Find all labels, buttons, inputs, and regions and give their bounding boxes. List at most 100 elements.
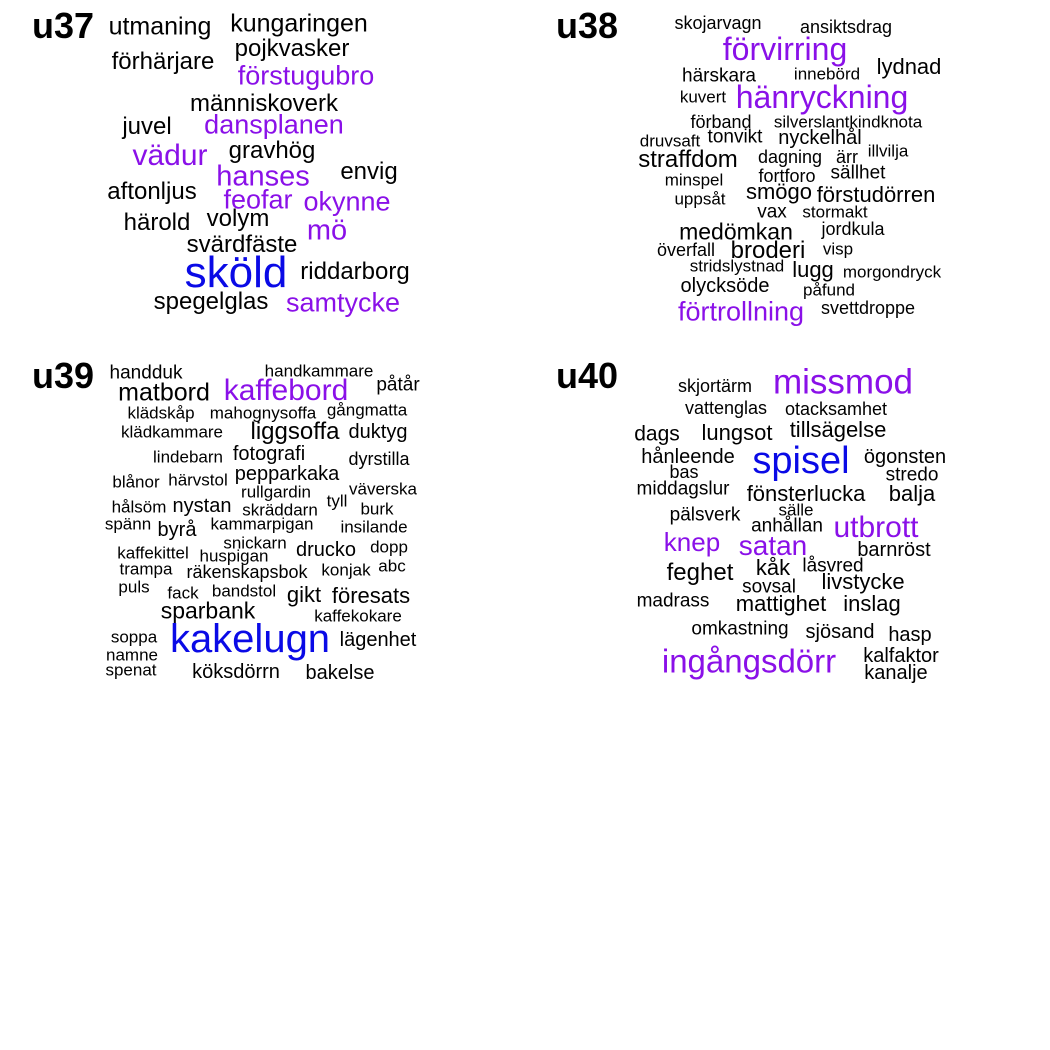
- word-kaffebord: kaffebord: [223, 374, 349, 407]
- word-arr: ärr: [836, 147, 858, 167]
- word-namne: namne: [106, 645, 158, 665]
- word-mo: mö: [306, 214, 348, 247]
- word-uppsat: uppsåt: [674, 189, 726, 209]
- word-pafund: påfund: [803, 280, 855, 300]
- word-livstycke: livstycke: [821, 569, 905, 594]
- word-duktyg: duktyg: [348, 421, 408, 443]
- word-byra: byrå: [157, 519, 197, 541]
- word-kalfaktor: kalfaktor: [863, 645, 939, 667]
- word-middagslur: middagslur: [636, 478, 730, 500]
- word-dyrstilla: dyrstilla: [348, 449, 410, 469]
- word-dagning: dagning: [757, 147, 823, 167]
- word-lagenhet: lägenhet: [339, 629, 417, 651]
- panel-title: u39: [32, 355, 95, 396]
- word-kaffekittel: kaffekittel: [117, 543, 189, 563]
- word-soppa: soppa: [110, 627, 158, 647]
- word-fack: fack: [167, 583, 199, 603]
- word-stormakt: stormakt: [802, 202, 868, 222]
- word-forband: förband: [690, 112, 752, 132]
- word-svettdroppe: svettdroppe: [820, 298, 916, 318]
- word-riddarborg: riddarborg: [300, 258, 410, 285]
- word-manniskoverk: människoverk: [189, 90, 339, 117]
- word-volym: volym: [206, 205, 270, 232]
- word-abc: abc: [378, 556, 406, 576]
- word-svardfaste: svärdfäste: [186, 231, 298, 258]
- word-vax: vax: [757, 201, 787, 223]
- word-liggsoffa: liggsoffa: [250, 418, 340, 445]
- word-medomkan: medömkan: [679, 218, 793, 245]
- panel-title: u38: [556, 5, 619, 46]
- word-kaffekokare: kaffekokare: [314, 606, 402, 626]
- word-tyll: tyll: [326, 491, 348, 511]
- word-stridslystnad: stridslystnad: [689, 256, 785, 276]
- word-harskara: härskara: [682, 65, 756, 87]
- word-pojkvasker: pojkvasker: [234, 35, 350, 62]
- word-jordkula: jordkula: [821, 219, 885, 239]
- word-kanalje: kanalje: [864, 662, 928, 684]
- word-fotografi: fotografi: [232, 443, 306, 465]
- word-vadur: vädur: [132, 139, 208, 172]
- word-lungsot: lungsot: [701, 420, 773, 445]
- word-blanor: blånor: [112, 472, 160, 492]
- word-kladkammare: klädkammare: [120, 422, 224, 442]
- word-harold: härold: [123, 209, 191, 236]
- word-sallhet: sällhet: [830, 162, 886, 184]
- word-inslag: inslag: [843, 591, 901, 616]
- word-kladskap: klädskåp: [127, 403, 195, 423]
- word-sovsal: sovsal: [742, 576, 796, 598]
- word-stredo: stredo: [885, 464, 939, 486]
- word-utmaning: utmaning: [108, 12, 212, 41]
- word-mahognysoffa: mahognysoffa: [209, 403, 317, 423]
- word-rullgardin: rullgardin: [241, 482, 311, 502]
- word-salle: sälle: [778, 500, 814, 520]
- word-broderi: broderi: [730, 237, 806, 264]
- word-balja: balja: [888, 481, 936, 506]
- word-lasvred: låsvred: [802, 555, 864, 577]
- word-foresats: föresats: [331, 583, 411, 608]
- word-lydnad: lydnad: [876, 54, 942, 79]
- word-insilande: insilande: [340, 517, 408, 537]
- word-forstudorren: förstudörren: [816, 182, 936, 207]
- word-juvel: juvel: [122, 113, 172, 140]
- word-vattenglas: vattenglas: [684, 398, 768, 418]
- word-trampa: trampa: [119, 559, 173, 579]
- word-matbord: matbord: [118, 378, 210, 407]
- word-fonsterlucka: fönsterlucka: [746, 481, 866, 506]
- word-olycksode: olycksöde: [680, 275, 770, 297]
- word-dansplanen: dansplanen: [204, 109, 344, 140]
- word-ansiktsdrag: ansiktsdrag: [799, 17, 893, 37]
- word-knep: knep: [663, 527, 721, 557]
- word-gangmatta: gångmatta: [326, 400, 408, 420]
- panel-title: u37: [32, 5, 95, 46]
- word-skraddarn: skräddarn: [242, 500, 318, 520]
- word-feofar: feofar: [223, 184, 293, 215]
- word-kammarpigan: kammarpigan: [210, 514, 314, 534]
- word-silverslantkindknota: silverslantkindknota: [773, 112, 923, 132]
- word-ingangsdorr: ingångsdörr: [661, 642, 837, 680]
- word-forharjare: förhärjare: [111, 48, 215, 75]
- word-skojarvagn: skojarvagn: [674, 13, 762, 33]
- word-bas: bas: [669, 462, 699, 482]
- word-kakelugn: kakelugn: [169, 617, 331, 661]
- word-forstugubro: förstugubro: [237, 60, 375, 91]
- word-straffdom: straffdom: [638, 146, 738, 173]
- word-ogonsten: ögonsten: [863, 446, 947, 468]
- word-lugg: lugg: [792, 257, 834, 282]
- word-okynne: okynne: [303, 186, 391, 217]
- word-overfall: överfall: [656, 240, 716, 260]
- word-samtycke: samtycke: [285, 287, 401, 318]
- word-minspel: minspel: [664, 170, 724, 190]
- word-aftonljus: aftonljus: [107, 178, 197, 205]
- word-spegelglas: spegelglas: [153, 288, 269, 315]
- word-visp: visp: [822, 239, 854, 259]
- word-satan: satan: [738, 530, 808, 561]
- word-nyckelhal: nyckelhål: [778, 127, 862, 149]
- panel-title: u40: [556, 355, 619, 396]
- word-nystan: nystan: [172, 495, 232, 517]
- word-kungaringen: kungaringen: [230, 9, 368, 38]
- word-skold: sköld: [184, 248, 288, 297]
- word-palsverk: pälsverk: [669, 504, 741, 526]
- word-sjosand: sjösand: [805, 621, 875, 643]
- word-drucko: drucko: [295, 539, 357, 561]
- word-envig: envig: [340, 158, 398, 185]
